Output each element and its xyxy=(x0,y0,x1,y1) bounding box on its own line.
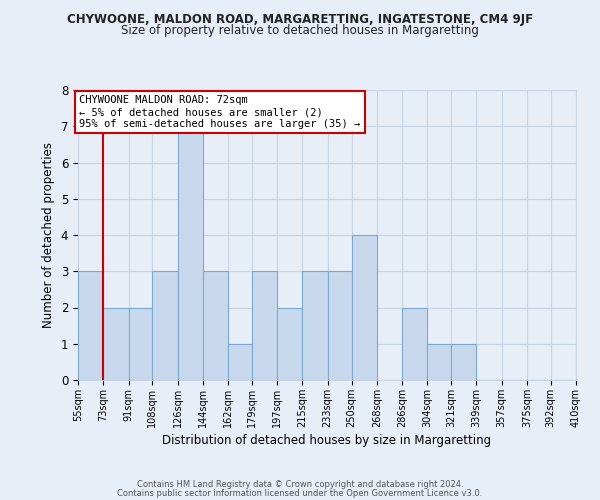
Bar xyxy=(451,344,476,380)
Bar xyxy=(152,271,178,380)
Text: Contains HM Land Registry data © Crown copyright and database right 2024.: Contains HM Land Registry data © Crown c… xyxy=(137,480,463,489)
Y-axis label: Number of detached properties: Number of detached properties xyxy=(42,142,55,328)
Bar xyxy=(78,271,103,380)
Bar xyxy=(103,308,128,380)
Bar xyxy=(402,308,427,380)
X-axis label: Distribution of detached houses by size in Margaretting: Distribution of detached houses by size … xyxy=(163,434,491,447)
Text: Contains public sector information licensed under the Open Government Licence v3: Contains public sector information licen… xyxy=(118,489,482,498)
Bar xyxy=(302,271,328,380)
Bar xyxy=(427,344,451,380)
Bar xyxy=(576,344,600,380)
Bar xyxy=(352,235,377,380)
Text: Size of property relative to detached houses in Margaretting: Size of property relative to detached ho… xyxy=(121,24,479,37)
Bar xyxy=(203,271,228,380)
Bar xyxy=(228,344,252,380)
Bar xyxy=(277,308,302,380)
Text: CHYWOONE, MALDON ROAD, MARGARETTING, INGATESTONE, CM4 9JF: CHYWOONE, MALDON ROAD, MARGARETTING, ING… xyxy=(67,12,533,26)
Bar xyxy=(178,126,203,380)
Text: CHYWOONE MALDON ROAD: 72sqm
← 5% of detached houses are smaller (2)
95% of semi-: CHYWOONE MALDON ROAD: 72sqm ← 5% of deta… xyxy=(79,96,361,128)
Bar xyxy=(252,271,277,380)
Bar xyxy=(128,308,152,380)
Bar xyxy=(328,271,352,380)
